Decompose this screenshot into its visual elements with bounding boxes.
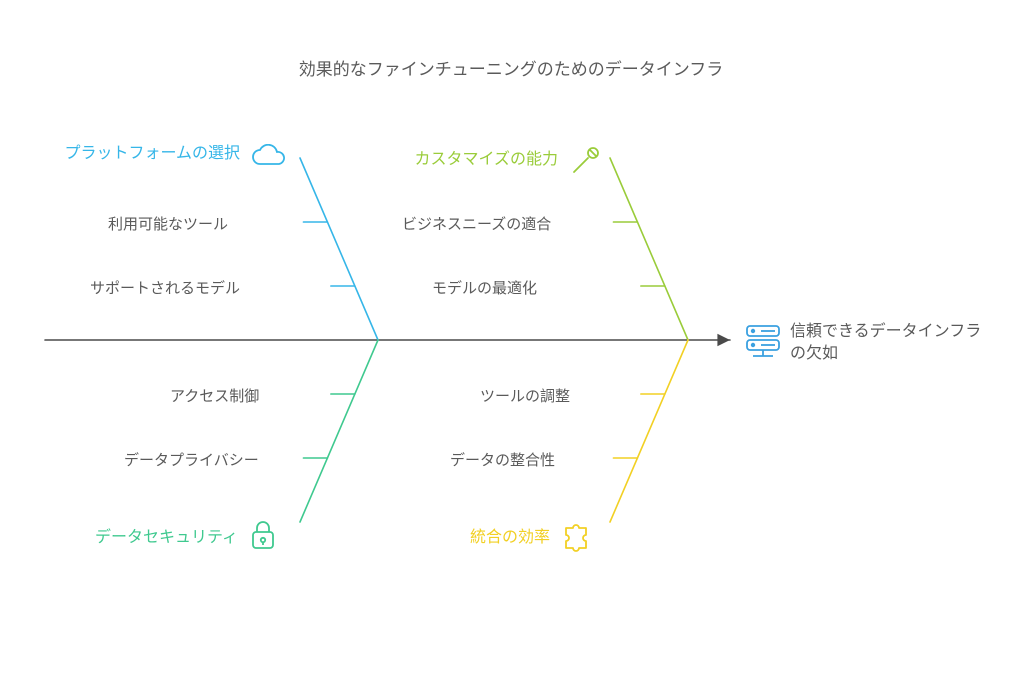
sub-tool-alignment: ツールの調整 [480, 385, 570, 406]
sub-supported-models: サポートされるモデル [90, 277, 240, 298]
sub-business-fit: ビジネスニーズの適合 [402, 213, 551, 234]
head-label: 信頼できるデータインフラの欠如 [790, 321, 990, 366]
sub-access-control: アクセス制御 [170, 385, 259, 406]
category-platform-label: プラットフォームの選択 [40, 143, 240, 165]
sub-data-integrity: データの整合性 [450, 449, 555, 470]
category-custom-label: カスタマイズの能力 [378, 149, 558, 171]
sub-model-optimize: モデルの最適化 [432, 277, 537, 298]
category-security-label: データセキュリティ [48, 527, 238, 549]
category-integration-label: 統合の効率 [430, 527, 550, 549]
sub-available-tools: 利用可能なツール [108, 213, 228, 234]
sub-data-privacy: データプライバシー [124, 449, 259, 470]
